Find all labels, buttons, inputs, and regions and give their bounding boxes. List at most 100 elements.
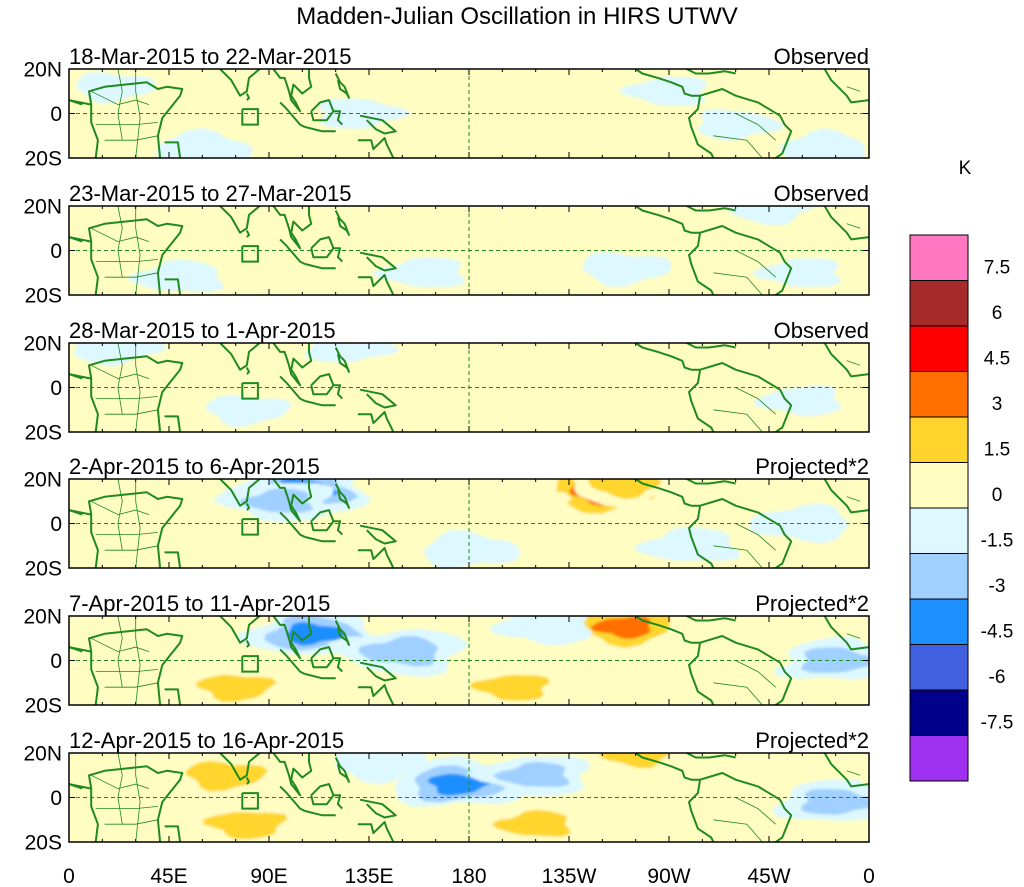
lat-tick-label: 0 [50,787,62,810]
colorbar-labels: 7.5 6 4.5 3 1.5 0 -1.5 -3 -4.5 -6 -7.5 [981,258,1014,734]
contour-patch [598,753,672,769]
coastline [333,384,344,400]
panel-period: 28-Mar-2015 to 1-Apr-2015 [69,318,336,343]
contour-patch [454,488,573,527]
colorbar-unit: K [959,158,972,179]
coastline [245,93,250,101]
coastline [88,81,184,158]
contour-patch [641,368,737,405]
panel: 28-Mar-2015 to 1-Apr-2015 Observed 20N 0 20S [23,318,870,445]
reference-box [241,108,259,126]
contour-patch [119,616,235,645]
coastline [686,206,736,212]
country-border [735,387,776,415]
coastline [219,479,262,507]
contour-patch [127,259,225,293]
coastline [635,206,701,234]
coastline [357,547,395,568]
coastline [686,753,736,759]
coastline [279,511,306,538]
contour-patch [801,788,869,815]
coastline [272,343,313,387]
coastline [219,616,262,644]
country-border [135,343,141,432]
contour-patch [460,124,567,158]
coastline [69,783,99,842]
coastline [359,524,397,545]
coastline [245,503,250,511]
coastline [69,783,83,790]
contour-patch [331,515,435,555]
country-border [713,272,763,295]
country-border [95,532,158,535]
coastline [69,509,83,516]
contour-patch [426,217,523,255]
colorbar-swatch [909,325,969,372]
contour-patch [491,809,572,837]
lat-tick-label: 20N [23,469,62,492]
contour-patch [652,778,753,814]
coastline [334,620,350,646]
coastline [635,616,701,644]
coastline [219,343,262,371]
coastline [88,628,184,705]
colorbar-label: -7.5 [981,713,1014,734]
coastline [69,99,83,106]
coastline [219,753,262,781]
country-border [104,409,158,415]
country-border [735,250,776,278]
contour-patch [801,647,869,673]
coastline [69,99,99,158]
panel-stack: 18-Mar-2015 to 22-Mar-2015 Observed 20N 0 20… [23,44,870,855]
coastline [279,785,306,812]
coastline [635,753,701,781]
panel-period: 23-Mar-2015 to 27-Mar-2015 [69,181,351,206]
contour-patch [696,109,784,141]
coastline [69,236,99,295]
coastline [333,657,344,673]
colorbar-swatch [909,598,969,645]
country-border [713,819,763,842]
country-border [735,660,776,688]
lat-tick-label: 0 [50,513,62,536]
country-border [95,122,158,125]
contour-patch [754,385,842,417]
coastline [357,137,395,158]
coastline [245,230,250,238]
contour-patch [634,526,740,562]
country-border [735,523,776,551]
reference-box [241,382,259,400]
contour-patch [617,76,708,106]
reference-box [241,245,259,263]
panel-field [69,206,869,295]
lon-tick-label: 0 [63,865,75,887]
country-border [95,396,158,399]
colorbar-label: -4.5 [981,622,1014,643]
coastline [334,347,350,373]
contour-patch [334,753,429,785]
colorbar-label: -1.5 [981,531,1014,552]
contour-patch [779,128,866,158]
lon-tick-label: 180 [451,865,486,887]
lat-tick-label: 20S [25,695,62,718]
coastline [688,369,715,432]
panel: 7-Apr-2015 to 11-Apr-2015 Projected*2 20N 0… [23,591,870,718]
coastline [245,367,250,375]
coastline [357,684,395,705]
coastline [279,648,306,675]
country-border [91,364,150,380]
country-border [135,616,141,705]
lat-tick-label: 20S [25,832,62,855]
contour-patch [423,530,520,568]
contour-patch [469,674,550,701]
contour-patch [139,535,239,568]
coastline [69,646,83,653]
coastline [333,247,344,263]
coastline [304,809,336,817]
colorbar-label: 1.5 [984,440,1010,461]
coastline [688,779,715,842]
panel-label: Projected*2 [755,728,869,753]
coastline [635,343,701,371]
country-border [135,753,141,842]
coastline [164,415,182,432]
